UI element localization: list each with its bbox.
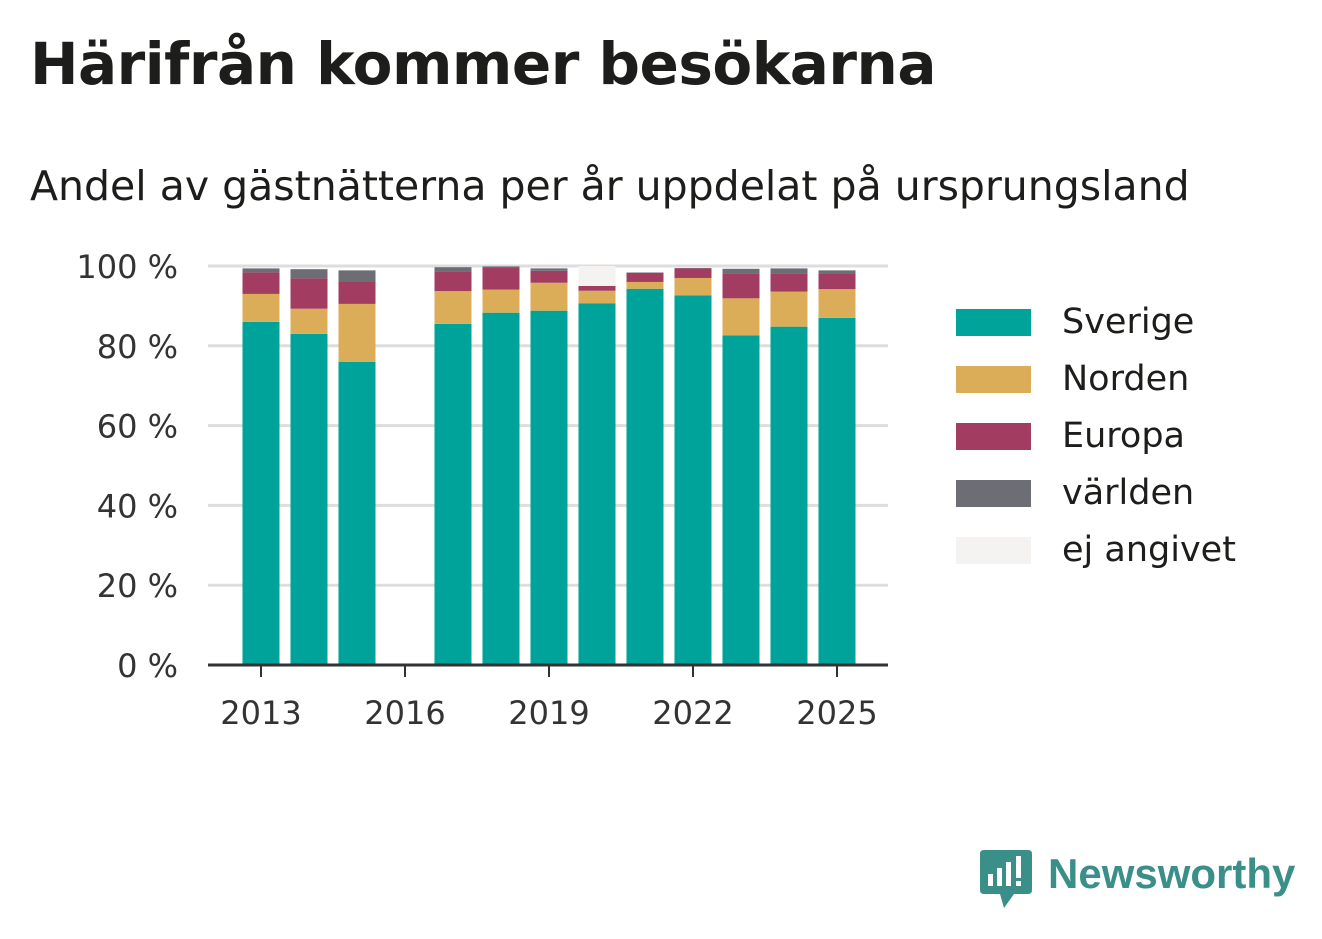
legend-label: Norden	[1062, 359, 1190, 399]
bar-segment-världen-2017	[434, 267, 472, 272]
bar-segment-europa-2018	[482, 267, 520, 290]
bar-segment-europa-2017	[434, 271, 472, 292]
bar-segment-världen-2024	[770, 268, 808, 274]
y-tick-label: 0 %	[117, 647, 178, 685]
chart-title: Härifrån kommer besökarna	[30, 30, 936, 98]
bar-segment-världen-2019	[530, 268, 568, 271]
bar-segment-världen-2018	[482, 266, 520, 268]
bar-segment-europa-2021	[626, 272, 664, 282]
bar-segment-norden-2023	[722, 298, 760, 336]
bar-segment-sverige-2013	[242, 321, 280, 665]
x-tick-label: 2013	[220, 694, 301, 732]
bar-segment-norden-2021	[626, 281, 664, 289]
bar-segment-sverige-2021	[626, 288, 664, 665]
y-tick-label: 100 %	[76, 248, 178, 286]
bar-segment-norden-2024	[770, 291, 808, 327]
legend-swatch	[956, 309, 1031, 336]
bar-segment-europa-2020	[578, 285, 616, 291]
bar-segment-europa-2015	[338, 281, 376, 304]
x-tick-label: 2022	[652, 694, 733, 732]
bar-segment-sverige-2015	[338, 361, 376, 665]
legend-label: världen	[1062, 473, 1195, 513]
legend-swatch	[956, 423, 1031, 450]
bar-segment-sverige-2017	[434, 323, 472, 665]
bar-segment-europa-2019	[530, 270, 568, 283]
y-axis: 0 % 20 % 40 % 60 % 80 % 100 %	[76, 248, 178, 685]
bar-segment-ej-angivet-2020	[578, 266, 616, 286]
x-tick-label: 2019	[508, 694, 589, 732]
bar-segment-norden-2018	[482, 289, 520, 313]
bar-segment-europa-2025	[818, 273, 856, 290]
bar-segment-norden-2025	[818, 289, 856, 318]
stacked-bar-chart: 0 % 20 % 40 % 60 % 80 % 100 % 2013 2016 2019 202…	[76, 248, 888, 732]
bar-segment-sverige-2018	[482, 312, 520, 665]
x-tick-label: 2025	[796, 694, 877, 732]
chart-subtitle: Andel av gästnätterna per år uppdelat på…	[30, 162, 1190, 210]
y-tick-label: 40 %	[97, 487, 178, 525]
legend-label: Sverige	[1062, 302, 1195, 342]
bar-segment-norden-2014	[290, 308, 328, 334]
bar-segment-sverige-2014	[290, 333, 328, 665]
bar-segment-sverige-2024	[770, 326, 808, 665]
bar-segment-världen-2013	[242, 268, 280, 273]
bar-series	[242, 266, 856, 665]
y-tick-label: 80 %	[97, 328, 178, 366]
bar-segment-europa-2022	[674, 268, 712, 278]
bar-segment-sverige-2023	[722, 335, 760, 665]
legend-swatch	[956, 366, 1031, 393]
logo-text: Newsworthy	[1048, 850, 1296, 897]
bar-segment-världen-2025	[818, 270, 856, 274]
x-axis: 2013 2016 2019 2022 2025	[208, 663, 888, 732]
bar-segment-sverige-2019	[530, 310, 568, 665]
bar-segment-sverige-2025	[818, 317, 856, 665]
chart-bubble-icon	[980, 850, 1032, 908]
bar-segment-sverige-2020	[578, 303, 616, 665]
legend-label: ej angivet	[1062, 530, 1236, 570]
x-tick-label: 2016	[364, 694, 445, 732]
bar-segment-norden-2020	[578, 290, 616, 304]
bar-segment-europa-2023	[722, 273, 760, 299]
bar-segment-norden-2013	[242, 293, 280, 322]
y-tick-label: 20 %	[97, 567, 178, 605]
bar-segment-europa-2014	[290, 278, 328, 309]
bar-segment-norden-2022	[674, 277, 712, 296]
bar-segment-världen-2015	[338, 270, 376, 282]
bar-segment-europa-2024	[770, 273, 808, 292]
bar-segment-världen-2023	[722, 268, 760, 274]
bar-segment-norden-2015	[338, 303, 376, 362]
bar-segment-norden-2019	[530, 282, 568, 311]
bar-segment-europa-2013	[242, 272, 280, 294]
bar-segment-världen-2014	[290, 269, 328, 279]
bar-segment-sverige-2022	[674, 295, 712, 665]
legend-label: Europa	[1062, 416, 1185, 456]
legend-swatch	[956, 480, 1031, 507]
bar-segment-norden-2017	[434, 291, 472, 324]
y-tick-label: 60 %	[97, 408, 178, 446]
legend-swatch	[956, 537, 1031, 564]
